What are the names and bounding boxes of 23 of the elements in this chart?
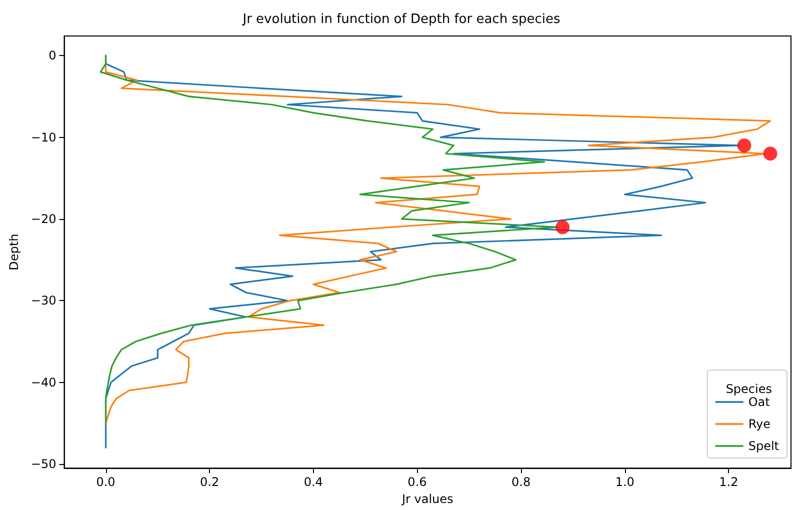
legend-label: Oat (748, 395, 770, 409)
legend-title: Species (726, 382, 772, 396)
point (556, 220, 570, 234)
chart-title: Jr evolution in function of Depth for each species (242, 12, 560, 27)
x-tick-label: 0.8 (512, 475, 531, 490)
y-tick-label: −30 (30, 294, 56, 308)
x-tick-label: 1.2 (719, 475, 738, 490)
y-tick-label: 0 (48, 48, 56, 63)
x-axis-title: Jr values (400, 492, 454, 506)
x-tick-label: 0.6 (408, 475, 427, 490)
x-tick-label: 0.4 (304, 475, 323, 490)
x-tick-label: 1.0 (615, 475, 634, 490)
y-tick-label: −40 (30, 375, 56, 390)
y-tick-label: −10 (30, 130, 56, 144)
point (763, 146, 778, 161)
y-axis-title: Depth (7, 234, 21, 270)
y-tick-label: −20 (30, 212, 56, 226)
x-tick-label: 0.0 (96, 475, 116, 490)
point (737, 138, 752, 152)
legend-label: Spelt (748, 439, 780, 453)
legend-label: Rye (748, 417, 771, 431)
x-tick-label: 0.2 (200, 475, 220, 490)
y-tick-label: −50 (30, 457, 56, 472)
